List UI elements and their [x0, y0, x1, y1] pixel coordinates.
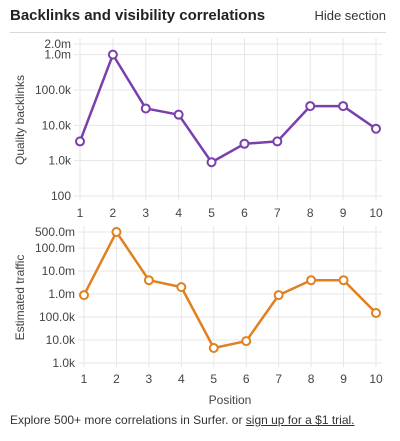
traffic-y-tick-label: 100.0m: [35, 241, 75, 255]
backlinks-x-tick-label: 5: [208, 206, 215, 220]
backlinks-data-point: [107, 49, 118, 60]
backlinks-data-point: [371, 123, 381, 134]
backlinks-series-line: [78, 53, 377, 164]
backlinks-x-tick-label: 1: [77, 206, 84, 220]
backlinks-x-tick-label: 8: [307, 206, 314, 220]
traffic-data-point: [338, 275, 349, 286]
backlinks-y-axis-title: Quality backlinks: [13, 75, 27, 165]
traffic-x-tick-label: 3: [146, 372, 153, 386]
backlinks-x-tick-label: 3: [142, 206, 149, 220]
traffic-y-tick-label: 500.0m: [35, 225, 75, 239]
backlinks-y-tick-label: 100.0k: [35, 83, 72, 97]
traffic-y-tick-label: 10.0m: [42, 264, 75, 278]
section-header: Backlinks and visibility correlations Hi…: [10, 0, 386, 33]
traffic-x-tick-label: 8: [308, 372, 315, 386]
backlinks-data-point: [239, 138, 250, 149]
traffic-x-tick-label: 7: [275, 372, 282, 386]
traffic-data-point: [273, 290, 284, 301]
footer-message: Explore 500+ more correlations in Surfer…: [10, 413, 246, 427]
traffic-x-tick-label: 1: [81, 372, 88, 386]
traffic-x-tick-label: 6: [243, 372, 250, 386]
backlinks-data-point: [338, 101, 349, 112]
backlinks-chart: 100 1.0k 10.0k 100.0k 1.0m2.0m 1 2 3 4 5 6 7 8 9 10 Qua…: [13, 37, 383, 220]
traffic-x-tick-label: 5: [210, 372, 217, 386]
backlinks-x-tick-label: 9: [340, 206, 347, 220]
backlinks-y-tick-label: 100: [51, 189, 71, 203]
traffic-x-tick-label: 4: [178, 372, 185, 386]
traffic-data-point: [79, 290, 89, 301]
backlinks-x-tick-label: 4: [175, 206, 182, 220]
traffic-x-axis-title: Position: [209, 393, 252, 407]
traffic-data-point: [208, 342, 219, 353]
traffic-data-point: [143, 275, 154, 286]
hide-section-button[interactable]: Hide section: [314, 8, 386, 23]
backlinks-x-tick-label: 10: [369, 206, 383, 220]
backlinks-y-tick-label: 10.0k: [42, 118, 72, 132]
traffic-series-line: [82, 230, 377, 350]
traffic-y-axis-title: Estimated traffic: [13, 255, 27, 341]
backlinks-data-point: [140, 103, 151, 114]
traffic-y-tick-label: 1.0k: [52, 356, 76, 370]
traffic-data-point: [176, 282, 187, 293]
backlinks-x-tick-label: 2: [110, 206, 117, 220]
traffic-y-tick-label: 1.0m: [48, 287, 75, 301]
traffic-y-tick-label: 100.0k: [39, 310, 76, 324]
backlinks-x-tick-label: 7: [274, 206, 281, 220]
footer-text: Explore 500+ more correlations in Surfer…: [10, 413, 355, 427]
traffic-x-tick-label: 10: [369, 372, 383, 386]
traffic-data-point: [111, 227, 122, 237]
traffic-data-point: [371, 307, 381, 318]
traffic-data-point: [306, 275, 317, 286]
backlinks-y-tick-label: 1.0m: [44, 48, 71, 62]
signup-trial-link[interactable]: sign up for a $1 trial.: [245, 413, 355, 427]
backlinks-data-point: [272, 136, 283, 147]
backlinks-y-tick-label: 1.0k: [48, 154, 72, 168]
section-title: Backlinks and visibility correlations: [10, 7, 266, 24]
traffic-data-point: [241, 336, 252, 347]
backlinks-x-tick-label: 6: [241, 206, 248, 220]
traffic-y-tick-label: 10.0k: [46, 333, 76, 347]
traffic-x-tick-label: 2: [113, 372, 120, 386]
backlinks-y-tick-label: 2.0m: [44, 37, 71, 51]
backlinks-data-point: [305, 101, 316, 112]
traffic-chart: 1.0k 10.0k 100.0k 1.0m 10.0m 100.0m 500.0m 1 2 3 4…: [13, 225, 383, 407]
traffic-x-tick-label: 9: [340, 372, 347, 386]
backlinks-data-point: [206, 157, 217, 168]
backlinks-data-point: [173, 109, 184, 120]
backlinks-data-point: [75, 136, 85, 147]
